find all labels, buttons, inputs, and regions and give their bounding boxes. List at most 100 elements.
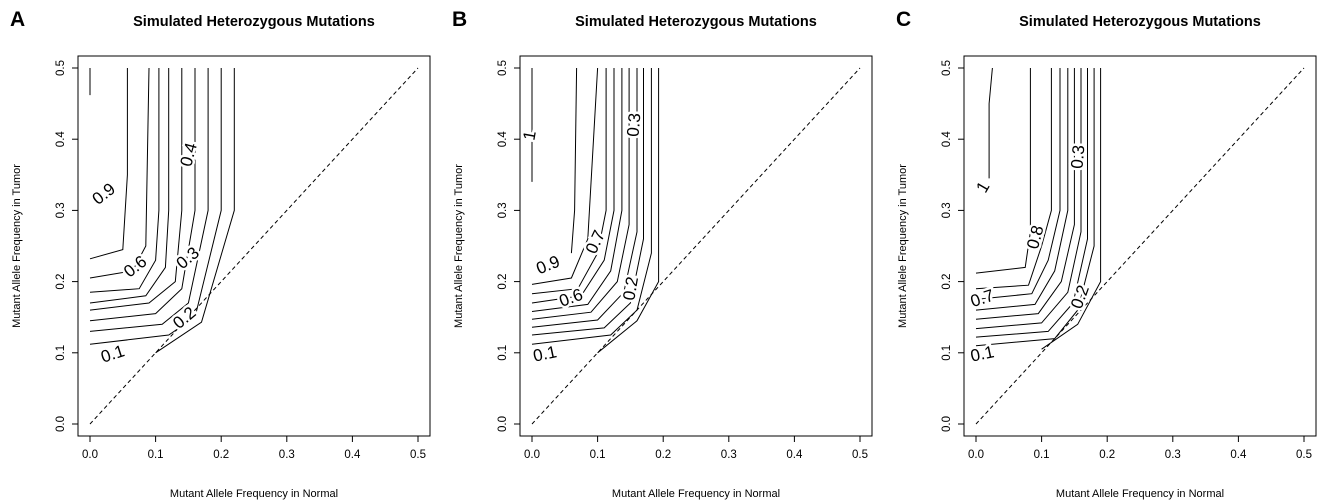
contour-line (1041, 68, 1102, 350)
contour-line (531, 67, 599, 285)
contour-line (531, 68, 623, 312)
panel-letter: B (452, 8, 467, 31)
x-tick-label: 0.1 (148, 449, 164, 461)
contour-label: 0.9 (534, 252, 563, 278)
contour-line (975, 68, 1031, 274)
y-axis-label: Mutant Allele Frequency in Tumor (897, 164, 909, 328)
y-tick-label: 0.2 (941, 274, 953, 290)
contour-label: 0.1 (969, 342, 996, 365)
contour-label: 1 (972, 178, 993, 196)
contour-label: 0.2 (619, 275, 642, 302)
y-tick-label: 0.1 (941, 345, 953, 361)
contour-label: 0.2 (169, 303, 199, 333)
contour-label: 0.9 (89, 179, 119, 209)
y-tick-label: 0.5 (941, 60, 953, 76)
chart-title: Simulated Heterozygous Mutations (575, 14, 817, 30)
y-tick-label: 0.1 (497, 345, 509, 361)
contour-line (975, 68, 1088, 338)
y-tick-label: 0.1 (55, 345, 67, 361)
y-tick-label: 0.4 (55, 131, 67, 148)
x-tick-label: 0.0 (524, 449, 540, 461)
x-tick-label: 0.5 (852, 449, 868, 461)
x-tick-label: 0.3 (721, 449, 737, 461)
x-tick-label: 0.4 (1230, 449, 1247, 461)
reference-line (975, 67, 1305, 425)
y-axis-label: Mutant Allele Frequency in Tumor (11, 164, 23, 328)
contour-label: 0.3 (623, 112, 644, 137)
reference-line (531, 67, 861, 425)
y-tick-label: 0.0 (941, 416, 953, 432)
contour-line (975, 68, 1069, 311)
x-tick-label: 0.1 (1034, 449, 1050, 461)
plot-frame (77, 55, 431, 437)
contour-line (531, 68, 638, 328)
contour-label: 0.8 (1023, 223, 1047, 251)
plot-frame (963, 55, 1317, 437)
contour-line (975, 68, 1095, 347)
x-tick-label: 0.5 (410, 449, 426, 461)
x-tick-label: 0.2 (655, 449, 671, 461)
y-tick-label: 0.0 (55, 416, 67, 432)
contour-line (975, 68, 1061, 300)
x-axis-label: Mutant Allele Frequency in Normal (612, 488, 780, 500)
y-tick-label: 0.3 (497, 202, 509, 218)
y-tick-label: 0.5 (55, 60, 67, 76)
x-tick-label: 0.1 (590, 449, 606, 461)
contour-label: 0.2 (1067, 283, 1093, 312)
x-tick-label: 0.0 (82, 449, 98, 461)
x-tick-label: 0.2 (213, 449, 229, 461)
x-tick-label: 0.0 (968, 449, 984, 461)
contour-line (155, 68, 235, 354)
contour-line (531, 68, 652, 345)
x-tick-label: 0.3 (1165, 449, 1181, 461)
x-tick-label: 0.4 (786, 449, 803, 461)
contour-line (89, 68, 128, 260)
contour-line (89, 68, 209, 332)
panel-letter: C (896, 8, 911, 31)
y-tick-label: 0.4 (941, 131, 953, 148)
contour-label: 0.3 (1067, 144, 1088, 169)
y-tick-label: 0.0 (497, 416, 509, 432)
contour-label: 0.1 (531, 342, 558, 365)
contour-line (988, 67, 993, 179)
contour-line (975, 68, 1075, 320)
contour-line (531, 68, 630, 320)
contour-line (89, 68, 196, 322)
contour-label: 0.3 (173, 243, 203, 273)
reference-line (89, 67, 419, 425)
panel-a: A Simulated Heterozygous Mutations 0.0 0.1 0… (10, 8, 431, 500)
contour-label: 0.4 (176, 141, 200, 169)
y-axis-label: Mutant Allele Frequency in Tumor (453, 164, 465, 328)
x-axis-label: Mutant Allele Frequency in Normal (1056, 488, 1224, 500)
x-tick-label: 0.4 (344, 449, 361, 461)
panel-letter: A (10, 8, 25, 31)
contour-label: 0.6 (557, 285, 586, 311)
contour-line (89, 67, 150, 279)
panel-b: B Simulated Heterozygous Mutations 0.0 0.1 0… (452, 8, 873, 500)
x-tick-label: 0.5 (1296, 449, 1312, 461)
contour-label: 0.7 (582, 227, 609, 256)
contour-line (89, 68, 222, 345)
plot-frame (519, 55, 873, 437)
contour-label: 0.7 (968, 286, 996, 311)
contour-line (531, 68, 644, 336)
contour-line (531, 68, 615, 304)
contour-line (89, 68, 183, 311)
x-tick-label: 0.2 (1099, 449, 1115, 461)
chart-title: Simulated Heterozygous Mutations (1019, 14, 1261, 30)
y-tick-label: 0.3 (55, 202, 67, 218)
contour-line (597, 68, 660, 354)
y-tick-label: 0.4 (497, 131, 509, 148)
contour-line (975, 68, 1082, 330)
contour-line (531, 68, 607, 295)
y-tick-label: 0.2 (55, 274, 67, 290)
contour-label: 1 (520, 129, 540, 142)
contour-label: 0.1 (98, 341, 126, 366)
y-tick-label: 0.3 (941, 202, 953, 218)
y-tick-label: 0.5 (497, 60, 509, 76)
x-tick-label: 0.3 (279, 449, 295, 461)
y-tick-label: 0.2 (497, 274, 509, 290)
x-axis-label: Mutant Allele Frequency in Normal (170, 488, 338, 500)
contour-line (89, 68, 170, 304)
